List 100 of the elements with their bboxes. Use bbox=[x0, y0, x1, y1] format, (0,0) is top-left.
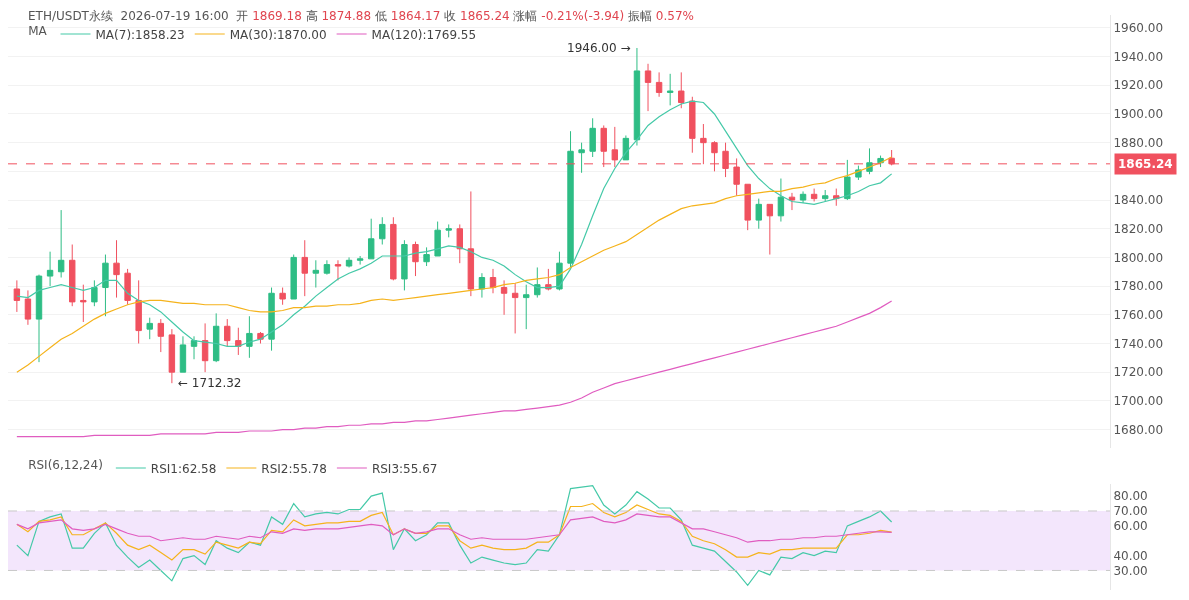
candlestick bbox=[13, 279, 21, 313]
candlestick bbox=[766, 203, 774, 256]
candlestick bbox=[844, 159, 851, 201]
y-tick-label: 60.00 bbox=[1113, 519, 1148, 534]
line-series bbox=[16, 300, 893, 438]
candlestick bbox=[799, 190, 807, 204]
candlestick bbox=[578, 142, 585, 174]
candlestick bbox=[135, 279, 142, 344]
candlestick bbox=[489, 268, 497, 294]
candlestick bbox=[810, 188, 818, 202]
candlestick bbox=[379, 216, 386, 246]
text: 开 1869.18 高 1874.88 低 1864.17 收 1865.24 涨幅 -0.21%(-3.94) 振幅 0.57% bbox=[236, 9, 694, 23]
y-tick-label: 1960.00 bbox=[1113, 21, 1164, 36]
candlestick bbox=[246, 315, 253, 359]
y-tick-label: 70.00 bbox=[1113, 504, 1148, 519]
annotation: 1946.00 → bbox=[567, 41, 631, 55]
candlestick bbox=[511, 282, 519, 334]
candlestick bbox=[500, 279, 508, 316]
legend-label: RSI2:55.78 bbox=[261, 461, 327, 476]
candlestick bbox=[478, 272, 486, 299]
candlestick bbox=[644, 63, 652, 112]
candlestick bbox=[80, 284, 87, 323]
candlestick bbox=[655, 71, 663, 98]
y-tick-label: 1700.00 bbox=[1113, 394, 1164, 409]
y-tick-label: 1920.00 bbox=[1113, 78, 1164, 93]
candlestick bbox=[268, 287, 275, 352]
chart-title: ETH/USDT永续 2026-07-19 16:00 bbox=[28, 9, 229, 23]
candlestick bbox=[445, 223, 452, 238]
legend-label: RSI3:55.67 bbox=[371, 461, 438, 476]
y-tick-label: 1680.00 bbox=[1113, 422, 1164, 437]
candlestick bbox=[744, 183, 751, 231]
candlestick bbox=[666, 73, 674, 106]
candlestick bbox=[589, 117, 596, 158]
y-tick-label: 1800.00 bbox=[1113, 250, 1164, 265]
annotation: ← 1712.32 bbox=[178, 376, 242, 390]
candlestick bbox=[367, 218, 375, 260]
candlestick bbox=[401, 239, 408, 291]
legend-label: MA(7):1858.23 bbox=[95, 27, 185, 42]
line-series bbox=[16, 513, 893, 543]
y-tick-label: 30.00 bbox=[1113, 563, 1148, 578]
candlestick bbox=[168, 328, 176, 384]
y-tick-label: 80.00 bbox=[1113, 489, 1148, 504]
candlestick bbox=[301, 239, 308, 297]
candlestick bbox=[456, 223, 463, 264]
candlestick bbox=[157, 318, 165, 353]
y-tick-label: 1780.00 bbox=[1113, 279, 1164, 294]
candlestick bbox=[412, 241, 419, 277]
candlestick bbox=[224, 318, 231, 347]
candlestick bbox=[390, 216, 397, 281]
line-series bbox=[16, 485, 893, 586]
candlestick bbox=[467, 190, 475, 297]
candlestick bbox=[179, 335, 187, 373]
candlestick bbox=[755, 198, 762, 230]
candlestick bbox=[611, 126, 619, 168]
y-tick-label: 1740.00 bbox=[1113, 336, 1164, 351]
y-tick-label: 40.00 bbox=[1113, 548, 1148, 563]
legend-title: RSI(6,12,24) bbox=[28, 458, 103, 473]
candlestick bbox=[345, 256, 353, 268]
candlestick bbox=[689, 96, 696, 154]
candlestick bbox=[24, 289, 32, 326]
legend-label: RSI1:62.58 bbox=[150, 461, 217, 476]
candlestick bbox=[124, 268, 131, 306]
candlestick bbox=[279, 287, 286, 306]
candlestick bbox=[423, 246, 430, 267]
y-tick-label: 1840.00 bbox=[1113, 193, 1164, 208]
candlestick bbox=[678, 71, 685, 109]
y-tick-label: 1880.00 bbox=[1113, 135, 1164, 150]
candlestick bbox=[57, 209, 65, 278]
candlestick bbox=[323, 259, 331, 276]
y-tick-label: 1760.00 bbox=[1113, 308, 1164, 322]
candlestick bbox=[567, 130, 574, 268]
candlestick bbox=[334, 259, 342, 281]
candlestick bbox=[434, 221, 441, 257]
candlestick bbox=[35, 274, 43, 363]
line-series bbox=[16, 100, 893, 347]
candlestick bbox=[523, 284, 530, 330]
candlestick bbox=[312, 259, 320, 289]
candlestick bbox=[102, 254, 109, 317]
y-tick-label: 1940.00 bbox=[1113, 49, 1164, 64]
candlestick bbox=[201, 322, 209, 373]
line-series bbox=[16, 156, 893, 373]
candlestick bbox=[69, 244, 76, 307]
candlestick bbox=[146, 317, 153, 340]
candlestick bbox=[700, 123, 707, 165]
candlestick bbox=[235, 327, 242, 356]
legend-title: MA bbox=[28, 24, 48, 39]
legend-label: MA(30):1870.00 bbox=[229, 27, 327, 42]
legend-label: MA(120):1769.55 bbox=[371, 27, 477, 42]
y-tick-label: 1720.00 bbox=[1113, 365, 1164, 380]
candlestick bbox=[290, 254, 297, 300]
candlestick bbox=[46, 251, 54, 287]
candlestick bbox=[777, 178, 785, 223]
y-tick-label: 1820.00 bbox=[1113, 221, 1164, 236]
candlestick bbox=[91, 279, 98, 307]
candlestick bbox=[190, 335, 198, 360]
candlestick bbox=[212, 312, 220, 363]
candlestick bbox=[788, 192, 796, 211]
line-series bbox=[16, 502, 893, 561]
candlestick bbox=[113, 239, 120, 299]
y-tick-label: 1900.00 bbox=[1113, 107, 1164, 122]
